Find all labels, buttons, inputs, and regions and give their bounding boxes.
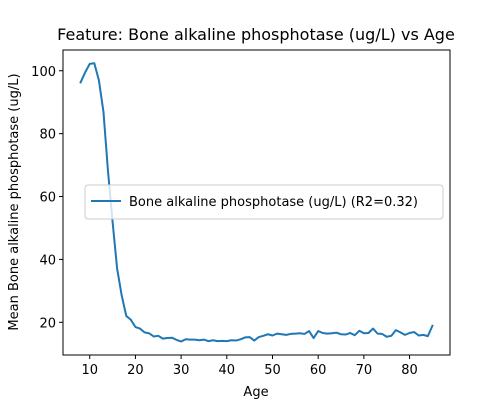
x-tick-label: 10 <box>81 363 98 378</box>
legend-frame <box>84 184 444 220</box>
x-tick-label: 50 <box>264 363 281 378</box>
series-layer <box>79 62 434 343</box>
x-tick-label: 60 <box>310 363 327 378</box>
x-tick-label: 80 <box>401 363 418 378</box>
x-axis-label: Age <box>243 385 268 400</box>
series-line <box>79 62 434 343</box>
y-tick-label: 40 <box>39 253 56 268</box>
y-tick-label: 80 <box>39 128 56 143</box>
legend-label: Bone alkaline phosphotase (ug/L) (R2=0.3… <box>129 195 418 210</box>
x-tick-label: 30 <box>173 363 190 378</box>
y-tick-label: 100 <box>31 65 56 80</box>
y-axis-label: Mean Bone alkaline phosphotase (ug/L) <box>7 73 22 330</box>
legend: Bone alkaline phosphotase (ug/L) (R2=0.3… <box>84 184 444 220</box>
plot-area <box>62 49 451 356</box>
y-tick-label: 20 <box>39 316 56 331</box>
x-tick-label: 20 <box>127 363 144 378</box>
y-axis: 20 40 60 80 100 <box>31 65 63 331</box>
x-tick-label: 40 <box>219 363 236 378</box>
chart-title: Feature: Bone alkaline phosphotase (ug/L… <box>57 25 455 44</box>
x-tick-label: 70 <box>356 363 373 378</box>
plot-frame <box>62 49 451 356</box>
x-axis: 10 20 30 40 50 60 70 80 <box>81 355 418 378</box>
y-tick-label: 60 <box>39 191 56 206</box>
